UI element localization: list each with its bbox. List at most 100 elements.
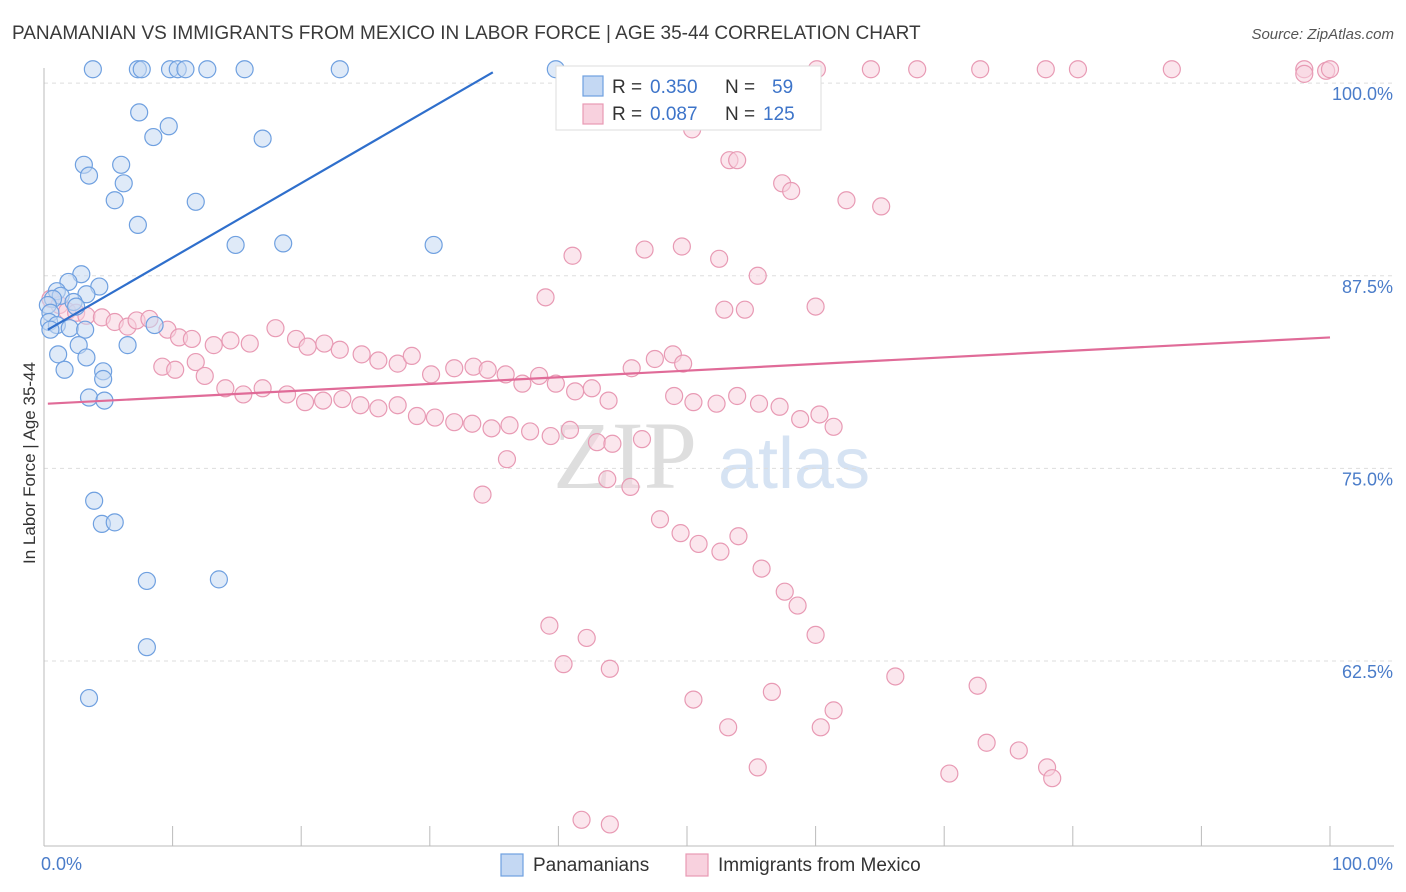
point-immigrants-mexico	[298, 337, 317, 356]
point-immigrants-mexico	[266, 319, 285, 338]
point-immigrants-mexico	[672, 237, 691, 256]
point-immigrants-mexico	[603, 434, 622, 453]
point-immigrants-mexico	[421, 365, 441, 384]
point-immigrants-mexico	[166, 360, 185, 379]
point-immigrants-mexico	[1009, 741, 1028, 760]
y-tick-label: 62.5%	[1342, 662, 1393, 682]
point-immigrants-mexico	[770, 397, 789, 416]
point-immigrants-mexico	[806, 297, 825, 316]
point-immigrants-mexico	[908, 60, 927, 79]
stats-r-label-pink: R =	[612, 104, 642, 125]
point-immigrants-mexico	[478, 360, 497, 379]
point-panamanians	[118, 336, 137, 355]
point-immigrants-mexico	[566, 382, 585, 401]
point-immigrants-mexico	[600, 815, 619, 834]
point-immigrants-mexico	[749, 394, 769, 413]
point-immigrants-mexico	[940, 764, 959, 783]
point-immigrants-mexico	[402, 346, 421, 366]
scatter-points	[38, 60, 1340, 834]
point-panamanians	[79, 388, 99, 407]
point-panamanians	[176, 60, 195, 79]
point-immigrants-mexico	[665, 386, 684, 406]
point-immigrants-mexico	[521, 422, 540, 441]
point-immigrants-mexico	[600, 659, 619, 678]
point-immigrants-mexico	[632, 430, 652, 449]
point-panamanians	[137, 638, 156, 657]
point-immigrants-mexico	[707, 394, 726, 413]
x-tick-label: 100.0%	[1332, 854, 1393, 874]
point-immigrants-mexico	[530, 366, 549, 386]
axes	[43, 68, 1394, 847]
x-tick-labels: 0.0% 100.0%	[41, 854, 1393, 874]
point-immigrants-mexico	[445, 359, 464, 378]
point-immigrants-mexico	[645, 349, 664, 369]
point-immigrants-mexico	[811, 718, 830, 737]
point-panamanians	[105, 191, 124, 210]
trend-lines	[47, 71, 1331, 405]
point-panamanians	[60, 319, 79, 338]
watermark-atlas: atlas	[718, 424, 870, 504]
point-immigrants-mexico	[1320, 60, 1340, 79]
point-immigrants-mexico	[598, 470, 617, 489]
point-immigrants-mexico	[719, 718, 738, 737]
point-panamanians	[83, 60, 102, 79]
chart-source: Source: ZipAtlas.com	[1251, 26, 1394, 43]
point-immigrants-mexico	[748, 266, 767, 285]
point-immigrants-mexico	[546, 374, 565, 393]
point-panamanians	[145, 315, 164, 335]
point-immigrants-mexico	[1043, 769, 1062, 788]
point-immigrants-mexico	[1036, 60, 1055, 79]
point-panamanians	[112, 155, 131, 174]
point-immigrants-mexico	[872, 197, 891, 216]
point-immigrants-mexico	[240, 334, 259, 353]
point-immigrants-mexico	[762, 682, 781, 701]
point-immigrants-mexico	[1162, 60, 1181, 79]
point-panamanians	[94, 369, 113, 389]
point-immigrants-mexico	[582, 379, 601, 398]
stats-n-value-blue: 59	[772, 77, 793, 98]
legend-swatch-mexico	[685, 853, 709, 877]
stats-swatch-blue	[582, 75, 604, 97]
point-immigrants-mexico	[351, 396, 370, 415]
point-immigrants-mexico	[216, 379, 235, 398]
point-immigrants-mexico	[500, 416, 519, 435]
point-panamanians	[128, 215, 147, 235]
point-immigrants-mexico	[333, 389, 352, 409]
point-immigrants-mexico	[513, 374, 532, 393]
point-immigrants-mexico	[824, 417, 843, 436]
point-immigrants-mexico	[711, 542, 730, 561]
point-immigrants-mexico	[806, 625, 825, 644]
stats-r-label-blue: R =	[612, 77, 642, 98]
point-panamanians	[209, 570, 228, 589]
point-panamanians	[76, 320, 95, 339]
point-immigrants-mexico	[195, 366, 214, 386]
point-panamanians	[186, 192, 205, 211]
stats-n-label-blue: N =	[725, 77, 755, 98]
point-immigrants-mexico	[369, 399, 388, 418]
point-immigrants-mexico	[715, 300, 734, 319]
point-immigrants-mexico	[728, 151, 747, 170]
point-panamanians	[274, 234, 293, 253]
point-immigrants-mexico	[204, 336, 223, 355]
point-panamanians	[130, 103, 149, 122]
point-immigrants-mexico	[577, 628, 596, 648]
point-immigrants-mexico	[496, 365, 515, 384]
stats-r-value-pink: 0.087	[650, 104, 698, 125]
y-tick-labels: 100.0% 87.5% 75.0% 62.5%	[1332, 84, 1393, 682]
legend-label-mexico: Immigrants from Mexico	[718, 855, 921, 876]
point-immigrants-mexico	[445, 413, 464, 432]
point-immigrants-mexico	[536, 288, 555, 307]
point-immigrants-mexico	[554, 655, 573, 674]
point-immigrants-mexico	[748, 758, 767, 777]
point-immigrants-mexico	[977, 733, 996, 752]
point-panamanians	[253, 129, 272, 148]
point-panamanians	[105, 513, 124, 532]
point-immigrants-mexico	[482, 419, 501, 438]
bottom-legend: Panamanians Immigrants from Mexico	[500, 853, 921, 877]
point-panamanians	[144, 127, 163, 147]
point-immigrants-mexico	[313, 391, 333, 410]
point-immigrants-mexico	[735, 300, 754, 319]
point-immigrants-mexico	[587, 433, 607, 452]
stats-swatch-pink	[582, 103, 604, 125]
